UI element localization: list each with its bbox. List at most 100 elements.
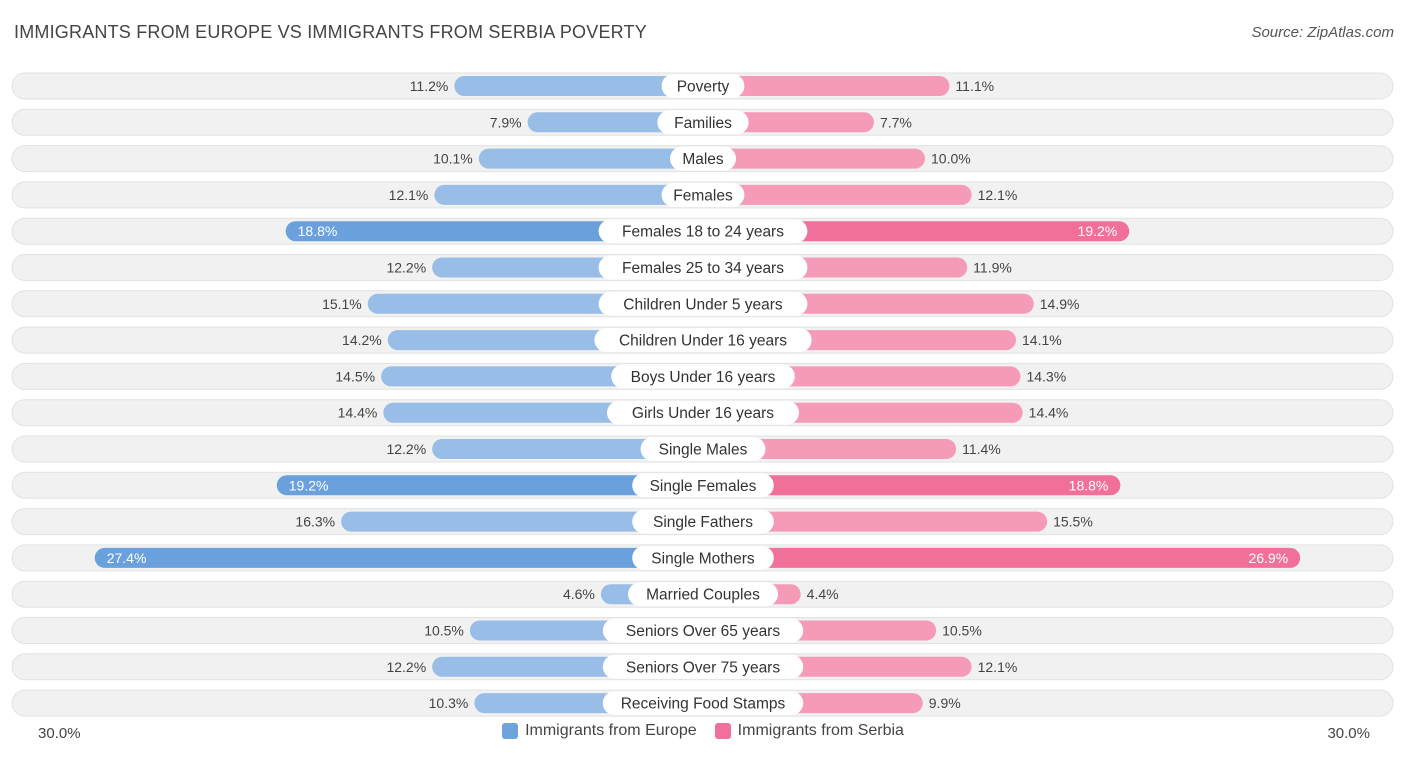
legend-item-serbia[interactable]: Immigrants from Serbia bbox=[714, 722, 904, 740]
source-credit: Source: ZipAtlas.com bbox=[1251, 24, 1394, 41]
category-pill bbox=[632, 545, 774, 570]
category-pill bbox=[632, 473, 774, 498]
bar-europe bbox=[478, 148, 703, 169]
category-pill bbox=[661, 182, 745, 207]
value-label-serbia: 14.4% bbox=[1029, 405, 1069, 421]
category-label: Females 25 to 34 years bbox=[622, 260, 784, 277]
category-label: Single Females bbox=[650, 478, 757, 495]
value-label-europe: 7.9% bbox=[490, 114, 522, 130]
value-label-europe: 16.3% bbox=[295, 514, 335, 530]
category-label: Seniors Over 75 years bbox=[626, 659, 780, 676]
value-label-europe: 15.1% bbox=[322, 296, 362, 312]
category-pill bbox=[602, 654, 804, 679]
category-label: Males bbox=[682, 151, 724, 168]
value-label-serbia: 26.9% bbox=[1248, 550, 1288, 566]
bar-europe bbox=[434, 184, 703, 205]
value-label-europe: 14.2% bbox=[342, 332, 382, 348]
category-pill bbox=[628, 582, 778, 607]
value-label-europe: 12.2% bbox=[386, 659, 426, 675]
bar-serbia bbox=[703, 439, 957, 459]
value-label-europe: 10.3% bbox=[429, 695, 469, 711]
chart-plot: 11.2% 11.1% Poverty 7.9% 7.7% Families 10.1% 10… bbox=[11, 72, 1394, 717]
value-label-europe: 10.1% bbox=[433, 151, 473, 167]
value-label-serbia: 12.1% bbox=[978, 187, 1018, 203]
axis-left-label: 30.0% bbox=[38, 725, 81, 742]
category-label: Girls Under 16 years bbox=[632, 405, 774, 422]
category-label: Single Males bbox=[659, 442, 748, 459]
bar-serbia bbox=[703, 221, 1130, 242]
category-label: Boys Under 16 years bbox=[631, 369, 776, 386]
bar-europe bbox=[285, 221, 703, 242]
value-label-serbia: 11.4% bbox=[962, 441, 1001, 457]
value-label-serbia: 19.2% bbox=[1078, 223, 1118, 239]
value-label-serbia: 18.8% bbox=[1069, 477, 1109, 493]
value-label-serbia: 14.9% bbox=[1040, 296, 1080, 312]
category-label: Children Under 5 years bbox=[623, 296, 783, 313]
category-pill bbox=[594, 328, 812, 353]
value-label-serbia: 10.0% bbox=[931, 151, 971, 167]
value-label-serbia: 11.9% bbox=[973, 260, 1012, 276]
value-label-serbia: 11.1% bbox=[955, 78, 994, 94]
category-pill bbox=[602, 691, 804, 716]
category-pill bbox=[598, 291, 808, 316]
value-label-serbia: 10.5% bbox=[942, 623, 982, 639]
category-pill bbox=[640, 437, 766, 461]
category-label: Families bbox=[674, 115, 732, 132]
value-label-serbia: 14.3% bbox=[1026, 368, 1066, 384]
value-label-europe: 4.6% bbox=[563, 586, 595, 602]
value-label-serbia: 7.7% bbox=[880, 114, 912, 130]
category-pill bbox=[632, 509, 774, 534]
value-label-europe: 12.2% bbox=[386, 260, 426, 276]
category-label: Receiving Food Stamps bbox=[621, 696, 786, 713]
legend-item-europe[interactable]: Immigrants from Europe bbox=[502, 722, 697, 740]
category-label: Females bbox=[673, 187, 733, 204]
legend-swatch-serbia bbox=[714, 723, 731, 739]
bar-serbia bbox=[703, 76, 950, 96]
value-label-europe: 14.4% bbox=[338, 405, 378, 421]
legend-label-serbia: Immigrants from Serbia bbox=[737, 722, 904, 739]
axis-right-label: 30.0% bbox=[1327, 725, 1370, 742]
value-label-serbia: 15.5% bbox=[1053, 514, 1093, 530]
bar-serbia bbox=[703, 475, 1121, 496]
bar-europe bbox=[341, 511, 703, 532]
category-pill bbox=[670, 146, 736, 171]
value-label-serbia: 9.9% bbox=[929, 695, 961, 711]
chart-title: IMMIGRANTS FROM EUROPE VS IMMIGRANTS FRO… bbox=[14, 22, 647, 42]
category-pill bbox=[598, 219, 808, 244]
category-pill bbox=[661, 74, 745, 98]
value-label-europe: 27.4% bbox=[107, 550, 147, 566]
category-pill bbox=[657, 110, 749, 135]
value-label-europe: 18.8% bbox=[298, 223, 338, 239]
legend-label-europe: Immigrants from Europe bbox=[525, 722, 697, 739]
value-label-serbia: 4.4% bbox=[807, 586, 839, 602]
category-pill bbox=[607, 400, 799, 425]
bar-serbia bbox=[703, 511, 1048, 532]
category-label: Single Fathers bbox=[653, 514, 753, 531]
category-label: Married Couples bbox=[646, 587, 760, 604]
category-pill bbox=[611, 364, 795, 389]
category-label: Single Mothers bbox=[651, 550, 755, 567]
legend: Immigrants from Europe Immigrants from S… bbox=[0, 722, 1406, 740]
value-label-europe: 12.1% bbox=[389, 187, 429, 203]
category-pill bbox=[602, 618, 804, 643]
value-label-serbia: 12.1% bbox=[978, 659, 1018, 675]
category-label: Females 18 to 24 years bbox=[622, 224, 784, 241]
category-label: Children Under 16 years bbox=[619, 333, 787, 350]
bar-serbia bbox=[703, 148, 925, 169]
category-label: Seniors Over 65 years bbox=[626, 623, 780, 640]
value-label-serbia: 14.1% bbox=[1022, 332, 1062, 348]
category-pill bbox=[598, 255, 808, 280]
value-label-europe: 14.5% bbox=[335, 368, 375, 384]
bar-serbia bbox=[703, 184, 972, 205]
bar-europe bbox=[94, 547, 704, 568]
value-label-europe: 10.5% bbox=[424, 623, 464, 639]
bar-europe bbox=[276, 475, 703, 496]
category-label: Poverty bbox=[677, 79, 730, 96]
legend-swatch-europe bbox=[502, 723, 519, 739]
value-label-europe: 11.2% bbox=[410, 78, 449, 94]
bar-europe bbox=[454, 76, 703, 96]
bar-europe bbox=[432, 439, 703, 459]
value-label-europe: 19.2% bbox=[289, 477, 329, 493]
value-label-europe: 12.2% bbox=[386, 441, 426, 457]
bar-serbia bbox=[703, 547, 1301, 568]
